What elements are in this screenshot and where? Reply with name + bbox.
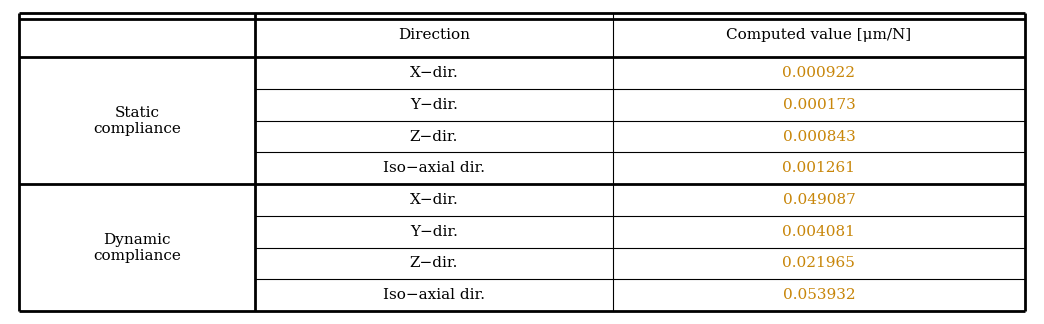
Text: X−dir.: X−dir.	[409, 66, 458, 80]
Text: 0.000922: 0.000922	[782, 66, 855, 80]
Text: Z−dir.: Z−dir.	[409, 257, 458, 271]
Text: Y−dir.: Y−dir.	[410, 225, 458, 239]
Text: Direction: Direction	[398, 28, 470, 42]
Text: Computed value [μm/N]: Computed value [μm/N]	[727, 28, 911, 42]
Text: 0.001261: 0.001261	[782, 161, 855, 175]
Text: Dynamic
compliance: Dynamic compliance	[93, 233, 181, 263]
Text: 0.004081: 0.004081	[782, 225, 855, 239]
Text: Iso−axial dir.: Iso−axial dir.	[383, 288, 485, 302]
Text: 0.053932: 0.053932	[783, 288, 855, 302]
Text: X−dir.: X−dir.	[409, 193, 458, 207]
Text: 0.049087: 0.049087	[783, 193, 855, 207]
Text: 0.000173: 0.000173	[783, 98, 855, 112]
Text: Y−dir.: Y−dir.	[410, 98, 458, 112]
Text: 0.021965: 0.021965	[782, 257, 855, 271]
Text: Iso−axial dir.: Iso−axial dir.	[383, 161, 485, 175]
Text: Z−dir.: Z−dir.	[409, 130, 458, 144]
Text: Static
compliance: Static compliance	[93, 106, 181, 136]
Text: 0.000843: 0.000843	[783, 130, 855, 144]
